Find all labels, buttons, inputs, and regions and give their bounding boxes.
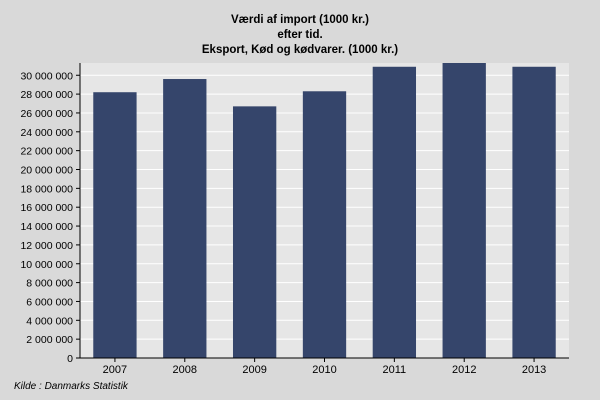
y-tick-label: 16 000 000 (20, 202, 73, 214)
bar-2011 (372, 66, 417, 359)
y-tick-label: 8 000 000 (26, 278, 73, 290)
title-line-1: Værdi af import (1000 kr.) (231, 14, 369, 26)
bar-2008 (163, 79, 207, 358)
y-tick-label: 18 000 000 (20, 183, 73, 195)
y-tick-label: 28 000 000 (20, 89, 73, 101)
x-tick-label: 2013 (522, 364, 546, 376)
y-tick-label: 4 000 000 (26, 315, 73, 327)
y-tick-label: 12 000 000 (20, 240, 73, 252)
bar-2013 (512, 66, 556, 359)
title-line-2: efter tid. (277, 29, 322, 41)
y-tick-label: 2 000 000 (26, 334, 73, 346)
x-tick-label: 2010 (312, 364, 336, 376)
x-tick-label: 2012 (452, 364, 476, 376)
bar-2009 (232, 106, 277, 358)
bars (93, 63, 556, 359)
y-tick-label: 6 000 000 (26, 296, 73, 308)
x-tick-label: 2007 (103, 364, 127, 376)
chart-title: Værdi af import (1000 kr.) efter tid. Ek… (202, 14, 398, 56)
x-tick-label: 2009 (242, 364, 266, 376)
y-tick-label: 24 000 000 (20, 127, 73, 139)
y-tick-label: 10 000 000 (20, 259, 73, 271)
y-tick-label: 22 000 000 (20, 146, 73, 158)
y-axis: 0 2 000 000 4 000 000 6 000 000 8 000 000 10 … (20, 63, 81, 365)
source-label: Kilde : Danmarks Statistik (14, 381, 129, 392)
title-line-3: Eksport, Kød og kødvarer. (1000 kr.) (202, 44, 398, 56)
bar-2007 (93, 92, 137, 358)
y-tick-label: 14 000 000 (20, 221, 73, 233)
x-tick-label: 2011 (383, 364, 407, 376)
y-tick-label: 20 000 000 (20, 165, 73, 177)
y-tick-label: 0 (67, 353, 73, 365)
bar-2012 (442, 63, 486, 358)
bar-2010 (302, 91, 347, 359)
x-tick-label: 2008 (173, 364, 197, 376)
y-tick-label: 26 000 000 (20, 108, 73, 120)
x-axis: 2007 2008 2009 2010 2011 2012 2013 (80, 357, 569, 376)
y-tick-label: 30 000 000 (20, 70, 73, 82)
